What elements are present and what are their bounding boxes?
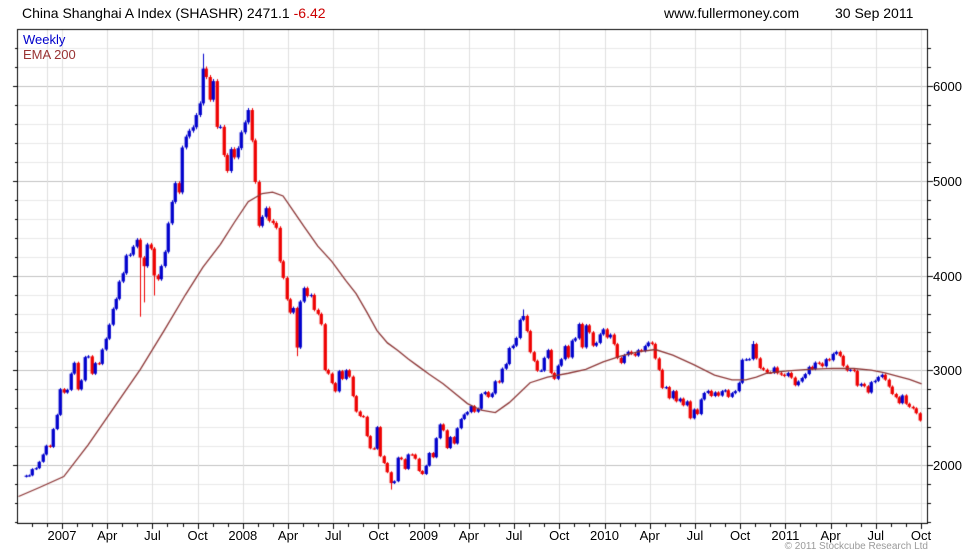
y-axis-tick-label: 6000 [933,78,962,94]
y-axis-tick-label: 4000 [933,268,962,284]
x-axis-tick-label: Apr [639,528,660,543]
x-axis-tick-label: 2010 [590,528,619,543]
x-axis-tick-label: 2009 [409,528,439,543]
x-axis-tick-label: Oct [910,528,932,543]
x-axis-tick-label: Jul [505,528,523,543]
x-axis-tick-label: Oct [730,528,751,543]
x-axis-tick-label: 2007 [47,528,77,543]
legend-weekly: Weekly [23,32,66,47]
instrument-title: China Shanghai A Index (SHASHR) 2471.1 [22,5,290,21]
x-axis-tick-label: Jul [144,528,161,543]
x-axis-tick-label: Oct [368,528,389,543]
x-axis-tick-label: Oct [549,528,570,543]
x-axis-tick-label: Jul [324,528,342,543]
x-axis-tick-label: 2008 [228,528,258,543]
y-axis-tick-label: 2000 [933,458,962,474]
website-link[interactable]: www.fullermoney.com [664,5,800,21]
x-axis-tick-label: Apr [458,528,479,543]
page-title: China Shanghai A Index (SHASHR) 2471.1 -… [22,5,326,21]
copyright-notice: © 2011 Stockcube Research Ltd [784,541,928,552]
legend-ema-200: EMA 200 [23,47,76,62]
price-change: -6.42 [293,5,326,21]
x-axis-tick-label: Jul [867,528,885,543]
chart-date: 30 Sep 2011 [835,5,914,21]
x-axis-tick-label: Jul [686,528,704,543]
y-axis-tick-label: 5000 [933,173,962,189]
x-axis-tick-label: 2011 [771,528,800,543]
x-axis-tick-label: Apr [820,528,841,543]
y-axis-tick-label: 3000 [933,363,962,379]
x-axis-tick-label: Oct [187,528,208,543]
x-axis-tick-label: Apr [97,528,118,543]
x-axis-tick-label: Apr [277,528,299,543]
